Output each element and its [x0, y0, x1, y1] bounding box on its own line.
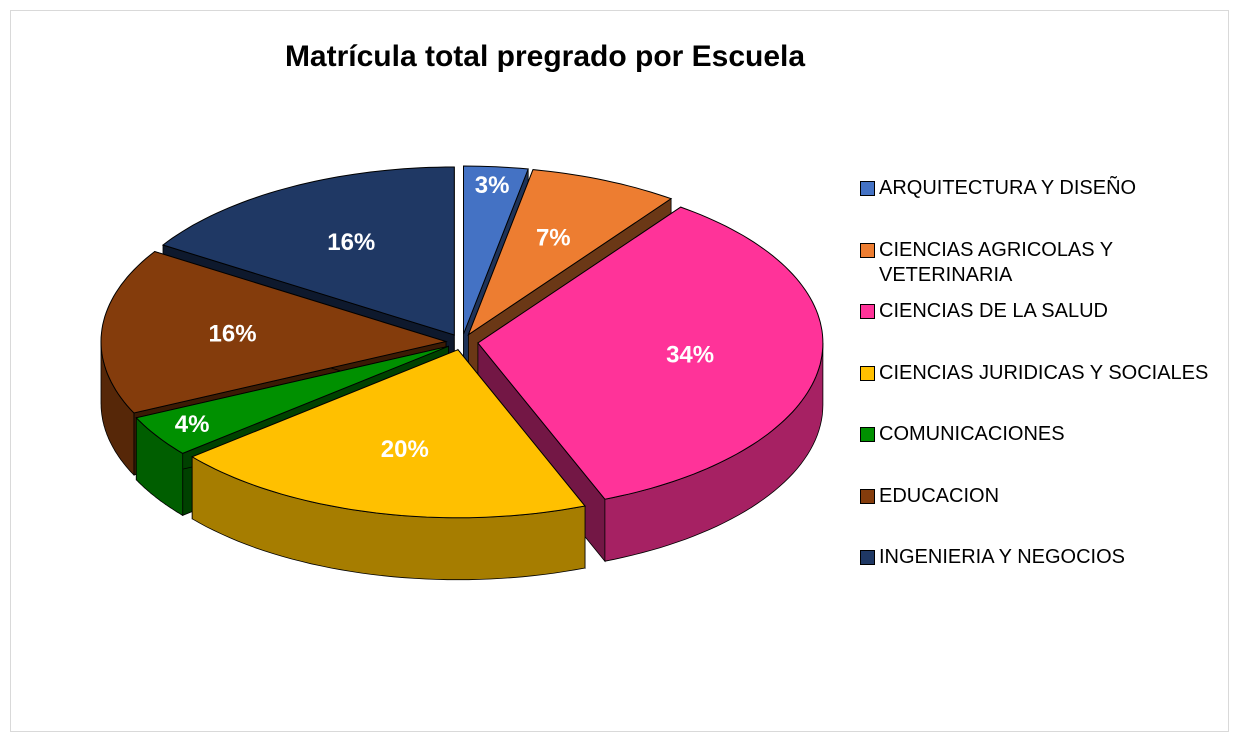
legend-label: EDUCACION	[879, 484, 1000, 507]
slice-group	[191, 348, 586, 581]
legend-label: CIENCIAS DE LA SALUD	[879, 300, 1108, 322]
chart-title: Matrícula total pregrado por Escuela	[285, 40, 805, 73]
value-label: 16%	[209, 320, 257, 347]
legend-swatch	[860, 304, 875, 319]
slice	[135, 345, 449, 454]
value-label: 4%	[175, 411, 210, 438]
legend-swatch	[860, 181, 875, 196]
value-label: 34%	[666, 341, 714, 368]
legend-swatch	[860, 427, 875, 442]
legend-label: CIENCIAS JURIDICAS Y SOCIALES	[879, 361, 1209, 384]
slice	[161, 166, 455, 336]
legend-entry: INGENIERIA Y NEGOCIOS	[860, 545, 1210, 607]
legend-label: COMUNICACIONES	[879, 423, 1065, 445]
value-label: 20%	[381, 436, 429, 463]
legend-entry: ARQUITECTURA Y DISEÑO	[860, 176, 1210, 238]
legend-swatch	[860, 242, 875, 258]
legend-entry: CIENCIAS DE LA SALUD	[860, 299, 1210, 361]
legend-label: ARQUITECTURA Y DISEÑO	[879, 177, 1137, 199]
chart-frame	[10, 10, 1229, 732]
legend-entry: COMUNICACIONES	[860, 422, 1210, 484]
slice	[191, 349, 586, 519]
value-label: 16%	[327, 229, 375, 256]
legend-swatch	[860, 550, 875, 565]
slice	[477, 206, 824, 500]
value-label: 3%	[475, 172, 510, 199]
slice	[100, 250, 448, 414]
legend-label: INGENIERIA Y NEGOCIOS	[879, 546, 1125, 568]
legend-swatch	[860, 365, 875, 381]
value-label: 7%	[536, 224, 571, 251]
slice	[463, 165, 529, 335]
legend: ARQUITECTURA Y DISEÑO CIENCIAS AGRICOLAS …	[860, 176, 1210, 607]
legend-label: CIENCIAS AGRICOLAS Y VETERINARIA	[879, 238, 1113, 286]
slice	[467, 169, 673, 337]
legend-entry: CIENCIAS AGRICOLAS Y VETERINARIA	[860, 238, 1210, 300]
legend-entry: CIENCIAS JURIDICAS Y SOCIALES	[860, 361, 1210, 423]
legend-swatch	[860, 488, 875, 504]
legend-entry: EDUCACION	[860, 484, 1210, 546]
